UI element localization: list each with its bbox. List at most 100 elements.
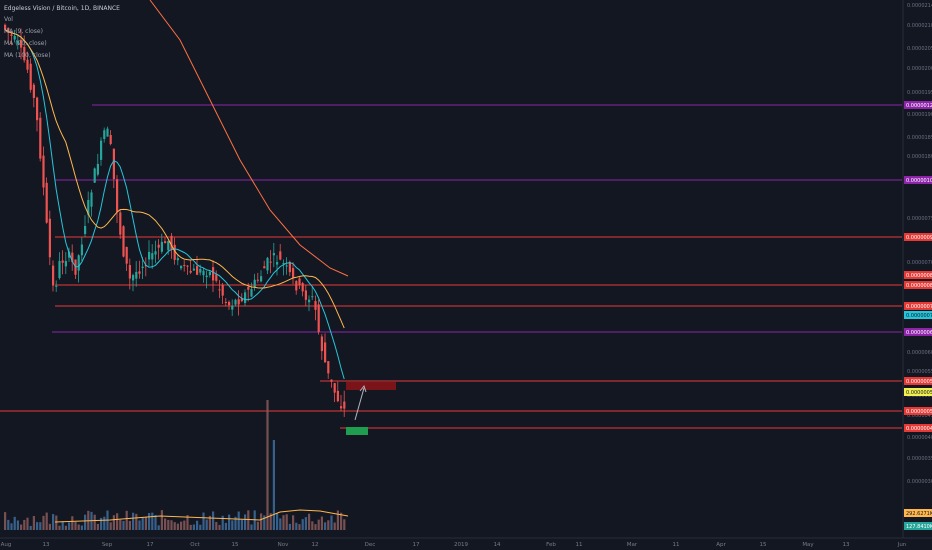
volume-price-tag	[904, 522, 932, 530]
candle-body	[221, 284, 224, 296]
volume-bar	[64, 525, 67, 530]
volume-bar	[112, 515, 115, 530]
y-tick-label: 0.0000030	[907, 479, 932, 485]
volume-bar	[58, 525, 61, 530]
x-tick-label: Dec	[365, 542, 376, 548]
volume-bar	[340, 512, 343, 530]
candle-body	[58, 261, 61, 279]
volume-bar	[301, 519, 304, 530]
candle-body	[154, 251, 157, 255]
volume-bar	[330, 515, 333, 530]
x-tick-label: 2019	[454, 542, 468, 548]
volume-ma-line	[54, 509, 349, 523]
x-tick-label: Sep	[102, 542, 113, 548]
candle-body	[263, 266, 266, 269]
volume-bar	[186, 515, 189, 530]
candle-body	[269, 261, 272, 263]
x-tick-label: 11	[673, 542, 680, 548]
volume-bar	[292, 515, 295, 530]
volume-bar	[10, 523, 13, 530]
volume-bar	[71, 516, 74, 530]
volume-bar	[282, 515, 285, 530]
candle-body	[148, 251, 151, 260]
level-price-label: 0.00000072	[906, 313, 932, 319]
volume-bar	[314, 524, 317, 530]
candle-body	[311, 296, 314, 298]
volume-bar	[119, 519, 122, 530]
volume-bar	[295, 522, 298, 530]
candle-body	[55, 285, 58, 287]
candle-body	[141, 266, 144, 269]
volume-bar	[244, 514, 247, 530]
x-tick-label: 13	[43, 542, 50, 548]
candle-body	[199, 268, 202, 273]
candle-body	[333, 383, 336, 393]
level-price-tag	[904, 176, 932, 184]
y-tick-label: 0.0000060	[907, 350, 932, 356]
x-tick-label: Aug	[1, 542, 12, 548]
volume-bar	[116, 513, 119, 530]
y-tick-label: 0.0000075	[907, 216, 932, 222]
volume-bar	[228, 514, 231, 530]
x-tick-label: 13	[843, 542, 850, 548]
candle-body	[186, 265, 189, 267]
volume-bar	[138, 520, 141, 530]
level-price-tag	[904, 407, 932, 415]
candle-body	[128, 265, 131, 279]
level-price-tag	[904, 388, 932, 396]
candle-body	[224, 301, 227, 303]
volume-bar	[288, 523, 291, 530]
volume-bar	[317, 519, 320, 530]
volume-bar	[103, 516, 106, 530]
volume-bar	[304, 517, 307, 530]
x-tick-label: 11	[576, 542, 583, 548]
indicator-label: MA (9, close)	[4, 28, 43, 35]
candle-body	[247, 287, 250, 290]
volume-bar	[212, 511, 215, 530]
level-price-label: 0.00000121	[906, 103, 932, 109]
y-tick-label: 0.0000200	[907, 66, 932, 72]
volume-bar	[221, 515, 224, 530]
x-tick-label: 17	[147, 542, 154, 548]
candle-body	[340, 406, 343, 409]
candle-body	[80, 244, 83, 256]
volume-bar	[96, 523, 99, 530]
candle-body	[157, 244, 160, 248]
volume-bar	[247, 510, 250, 530]
candle-body	[324, 342, 327, 363]
volume-bar	[55, 515, 58, 530]
candle-body	[218, 289, 221, 291]
candle-body	[13, 35, 16, 40]
y-tick-label: 0.0000045	[907, 413, 932, 419]
candle-body	[237, 299, 240, 305]
candle-body	[71, 252, 74, 262]
volume-bar	[61, 521, 64, 530]
volume-bar	[93, 514, 96, 530]
volume-bar	[173, 522, 176, 530]
candle-body	[135, 271, 138, 279]
candle-body	[132, 275, 135, 281]
volume-bar	[23, 519, 26, 530]
candle-body	[327, 361, 330, 374]
volume-bar	[4, 512, 7, 530]
volume-bar	[308, 513, 311, 530]
level-price-tag	[904, 233, 932, 241]
candle-body	[304, 290, 307, 300]
y-tick-label: 0.0000210	[907, 23, 932, 29]
volume-bar	[343, 519, 346, 530]
level-price-label: 0.00000058	[906, 379, 932, 385]
candle-body	[125, 246, 128, 264]
projection-arrow-head	[359, 384, 367, 393]
candle-body	[231, 305, 234, 310]
candle-body	[336, 390, 339, 402]
volume-bar	[285, 514, 288, 530]
candle-body	[228, 301, 231, 306]
ma-line	[4, 29, 345, 380]
candle-body	[295, 281, 298, 291]
volume-bar	[52, 514, 55, 530]
volume-bar	[196, 520, 199, 530]
volume-bar	[125, 510, 128, 530]
volume-bar	[151, 512, 154, 530]
